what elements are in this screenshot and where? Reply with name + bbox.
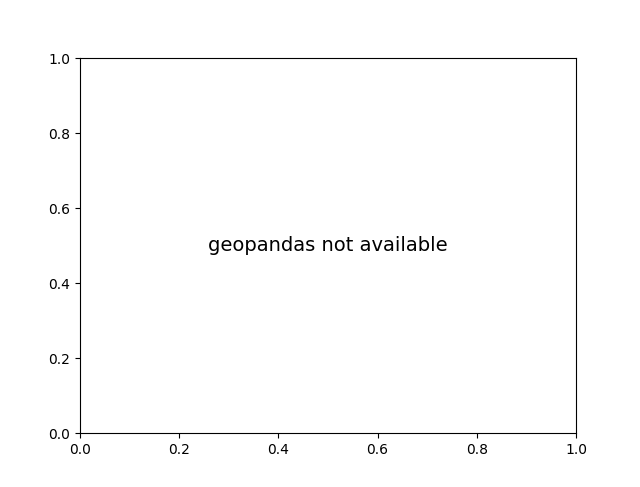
Text: geopandas not available: geopandas not available [208, 236, 448, 256]
